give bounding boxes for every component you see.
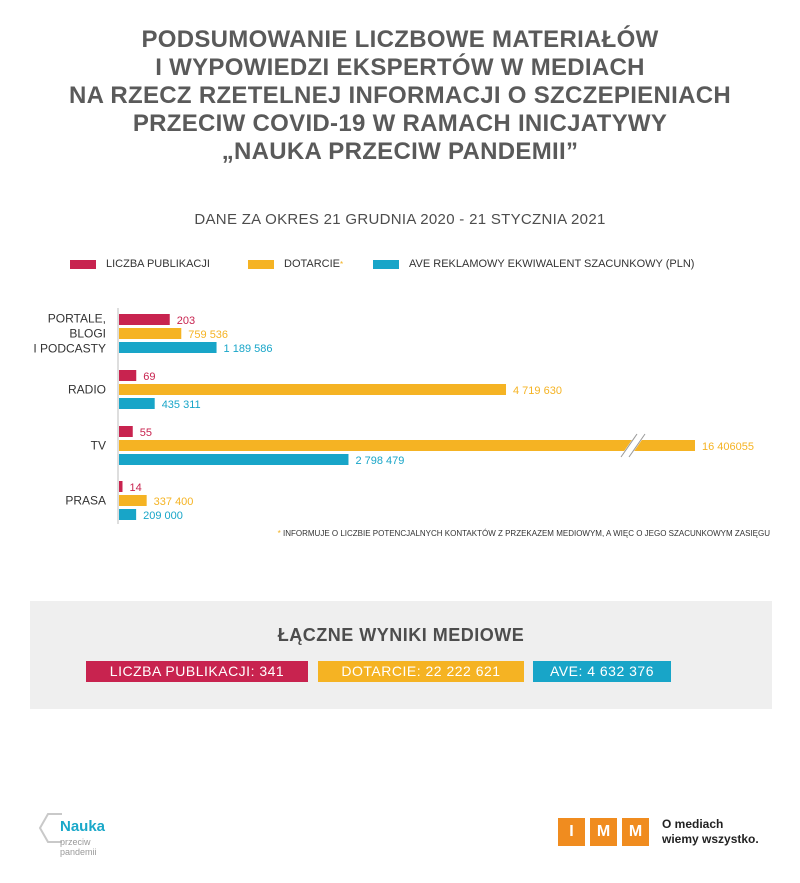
bar-reach-0	[119, 328, 182, 339]
imm-letter-1: I	[558, 818, 585, 846]
bar-reach-3	[119, 495, 147, 506]
bar-ave-0	[119, 342, 217, 353]
title-line-4: PRZECIW COVID-19 W RAMACH INICJATYWY	[132, 110, 668, 137]
axis-break-line-1	[620, 433, 638, 458]
legend-reach-star: *	[340, 259, 344, 269]
axis-break-line-2	[628, 433, 646, 458]
logo-left-sub-2: pandemii	[60, 847, 97, 857]
legend-item-reach: DOTARCIE *	[248, 258, 343, 270]
data-label-ave-1: 435 311	[162, 399, 201, 411]
bar-publications-0	[119, 314, 170, 325]
bar-ave-2	[119, 454, 349, 465]
legend-label-publications: LICZBA PUBLIKACJI	[106, 258, 210, 270]
legend-label-ave: AVE REKLAMOWY EKWIWALENT SZACUNKOWY (PLN…	[409, 258, 695, 270]
bar-reach-1	[119, 384, 507, 395]
footnote-star: *	[277, 529, 281, 538]
axis-break-gap	[619, 434, 647, 457]
bar-publications-3	[119, 481, 123, 492]
title-line-5: „NAUKA PRZECIW PANDEMII”	[221, 138, 579, 165]
logo-left-sub: przeciw pandemii	[60, 837, 97, 857]
summary-publications-badge: LICZBA PUBLIKACJI: 341	[86, 661, 308, 682]
category-label-0-0: PORTALE,	[48, 312, 106, 326]
bar-ave-1	[119, 398, 155, 409]
summary-panel: ŁĄCZNE WYNIKI MEDIOWE LICZBA PUBLIKACJI:…	[30, 601, 772, 709]
category-label-0-2: I PODCASTY	[33, 342, 106, 356]
category-label-0-1: BLOGI	[69, 327, 106, 341]
footnote-text: INFORMUJE O LICZBIE POTENCJALNYCH KONTAK…	[280, 529, 770, 538]
category-label-1-0: RADIO	[68, 383, 106, 397]
category-label-2-0: TV	[91, 439, 106, 453]
data-label-reach-2: 16 406055	[702, 441, 754, 453]
legend-swatch-reach	[248, 259, 274, 269]
data-label-ave-0: 1 189 586	[224, 343, 273, 355]
legend-item-ave: AVE REKLAMOWY EKWIWALENT SZACUNKOWY (PLN…	[373, 258, 694, 270]
bar-reach-2	[119, 440, 695, 451]
data-label-reach-1: 4 719 630	[513, 385, 562, 397]
data-label-publications-0: 203	[177, 315, 195, 327]
summary-reach-badge: DOTARCIE: 22 222 621	[318, 661, 524, 682]
footnote: * INFORMUJE O LICZBIE POTENCJALNYCH KONT…	[278, 529, 770, 538]
imm-tagline-2: wiemy wszystko.	[662, 832, 759, 846]
legend-swatch-ave	[373, 259, 399, 269]
nauka-przeciw-pandemii-logo: Nauka przeciw pandemii	[38, 808, 128, 858]
logo-left-name: Nauka	[60, 818, 106, 835]
title-line-1: PODSUMOWANIE LICZBOWE MATERIAŁÓW	[141, 26, 659, 53]
summary-ave-badge: AVE: 4 632 376	[533, 661, 671, 682]
imm-letter-2: M	[590, 818, 617, 846]
title-line-2: I WYPOWIEDZI EKSPERTÓW W MEDIACH	[155, 54, 645, 81]
imm-tagline-1: O mediach	[662, 817, 724, 831]
title-line-3: NA RZECZ RZETELNEJ INFORMACJI O SZCZEPIE…	[69, 82, 731, 109]
data-label-ave-3: 209 000	[143, 510, 183, 522]
logo-left-sub-1: przeciw	[60, 837, 91, 847]
hexagon-logo-icon	[38, 813, 62, 843]
legend-label-reach: DOTARCIE	[284, 258, 341, 270]
summary-title: ŁĄCZNE WYNIKI MEDIOWE	[277, 625, 525, 645]
bar-publications-1	[119, 370, 137, 381]
category-label-3-0: PRASA	[65, 494, 106, 508]
legend-swatch-publications	[70, 259, 96, 269]
page-title: PODSUMOWANIE LICZBOWE MATERIAŁÓW I WYPOW…	[0, 26, 800, 166]
data-label-ave-2: 2 798 479	[355, 455, 404, 467]
legend-item-publications: LICZBA PUBLIKACJI	[70, 258, 210, 270]
bar-publications-2	[119, 426, 133, 437]
data-label-publications-1: 69	[143, 371, 155, 383]
imm-letter-3: M	[622, 818, 649, 846]
bar-ave-3	[119, 509, 137, 520]
data-label-publications-3: 14	[130, 482, 142, 494]
data-label-publications-2: 55	[140, 427, 152, 439]
period-subtitle: DANE ZA OKRES 21 GRUDNIA 2020 - 21 STYCZ…	[194, 211, 606, 228]
imm-tagline: O mediach wiemy wszystko.	[662, 817, 759, 847]
data-label-reach-0: 759 536	[188, 329, 228, 341]
data-label-reach-3: 337 400	[154, 496, 194, 508]
